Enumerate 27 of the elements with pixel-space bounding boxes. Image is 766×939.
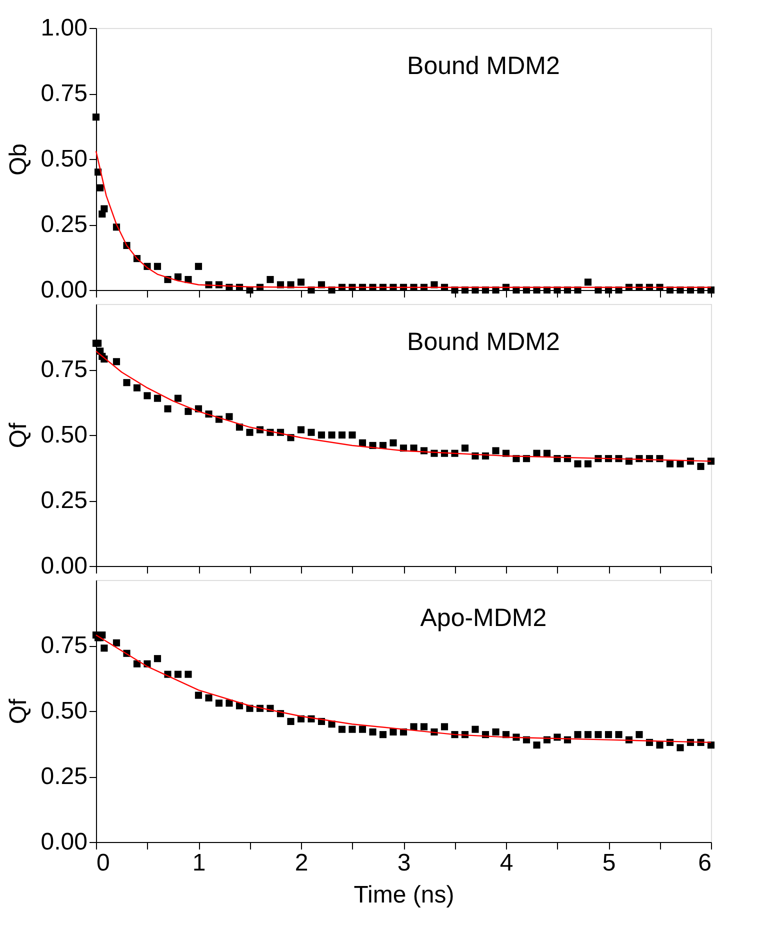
- y-axis-title: Qf: [4, 422, 32, 448]
- annotation: Bound MDM2: [407, 328, 560, 356]
- y-tick-label: 0.50: [40, 422, 88, 448]
- y-tick-label: 0.00: [40, 828, 88, 856]
- x-tick-label: 3: [397, 850, 411, 876]
- y-tick-label: 0.50: [40, 146, 88, 172]
- annotation: Bound MDM2: [407, 52, 560, 80]
- y-tick-label: 0.25: [40, 211, 88, 238]
- x-tick-label: 6: [698, 850, 712, 876]
- x-tick-label: 4: [500, 850, 514, 876]
- y-tick-label: 0.00: [40, 552, 88, 580]
- x-tick-label: 0: [96, 850, 110, 876]
- y-tick-label: 0.75: [40, 80, 88, 107]
- y-tick-label: 0.75: [40, 356, 88, 383]
- y-tick-label: 1.00: [40, 14, 88, 42]
- y-tick-label: 0.25: [40, 487, 88, 514]
- x-axis-title: Time (ns): [354, 882, 454, 908]
- y-tick-label: 0.50: [40, 698, 88, 724]
- y-tick-label: 0.75: [40, 632, 88, 659]
- annotation: Apo-MDM2: [420, 604, 547, 632]
- x-tick-label: 5: [602, 850, 616, 876]
- x-tick-label: 2: [294, 850, 308, 876]
- x-tick-label: 1: [192, 850, 206, 876]
- y-tick-label: 0.25: [40, 763, 88, 790]
- y-axis-title: Qb: [4, 143, 32, 176]
- y-axis-title: Qf: [4, 698, 32, 724]
- y-tick-label: 0.00: [40, 276, 88, 304]
